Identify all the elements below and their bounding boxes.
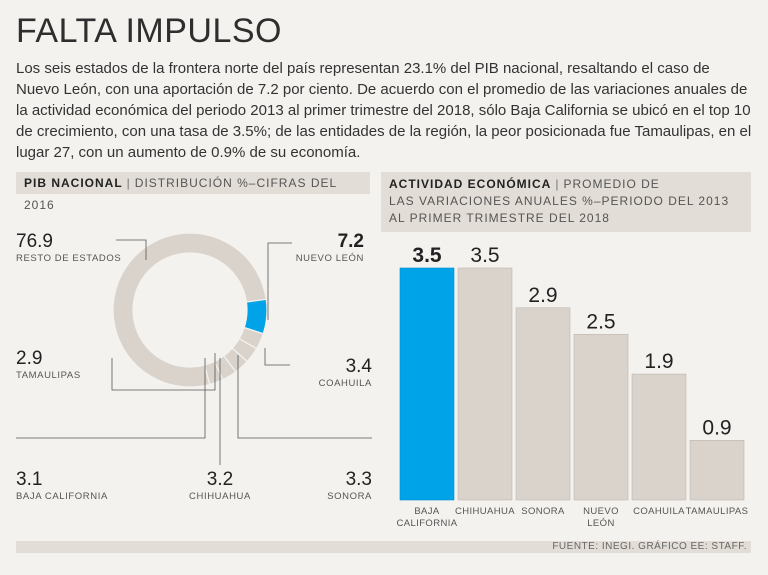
value-label-sonora: 3.3 <box>346 469 372 490</box>
bar-chihuahua <box>457 267 513 501</box>
actividad-panel-sub2: LAS VARIACIONES ANUALES %–PERIODO DEL 20… <box>389 194 730 208</box>
bar-value-baja-california: 3.5 <box>412 244 442 267</box>
slice-label-coahuila: COAHUILA <box>319 378 372 389</box>
bar-tamaulipas <box>689 440 745 501</box>
bar-sonora <box>515 307 571 501</box>
actividad-panel-header: ACTIVIDAD ECONÓMICA | PROMEDIO DE LAS VARI… <box>381 172 751 232</box>
value-label-tamaulipas: 2.9 <box>16 348 42 369</box>
slice-label-nuevo-leon: NUEVO LEÓN <box>296 253 364 264</box>
slice-label-tamaulipas: TAMAULIPAS <box>16 370 81 381</box>
bar-category-nuevo-leon-line2: LEÓN <box>587 518 614 529</box>
intro-paragraph: Los seis estados de la frontera norte de… <box>16 60 752 161</box>
page-title: FALTA IMPULSO <box>16 12 282 50</box>
actividad-panel-label: ACTIVIDAD ECONÓMICA <box>389 177 552 191</box>
bar-value-sonora: 2.9 <box>528 284 557 307</box>
bar-nuevo-leon <box>573 333 629 501</box>
slice-tamaulipas <box>203 360 224 386</box>
value-label-resto-de-estados: 76.9 <box>16 231 53 252</box>
pib-panel-header: PIB NACIONAL | DISTRIBUCIÓN %–CIFRAS DEL 2… <box>16 172 370 212</box>
actividad-panel-sub3: AL PRIMER TRIMESTRE DEL 2018 <box>389 211 610 225</box>
source-footer: FUENTE: INEGI. GRÁFICO EE: STAFF. <box>16 541 751 553</box>
pib-panel-sub: DISTRIBUCIÓN %–CIFRAS DEL 2016 <box>24 176 337 212</box>
bar-category-nuevo-leon: NUEVO <box>583 506 619 517</box>
slice-label-baja-california: BAJA CALIFORNIA <box>16 491 108 502</box>
bar-value-nuevo-leon: 2.5 <box>586 310 615 333</box>
bar-category-tamaulipas: TAMAULIPAS <box>686 506 749 517</box>
bar-category-baja-california: BAJA <box>414 506 440 517</box>
leader-sonora <box>237 355 372 439</box>
bar-category-baja-california-line2: CALIFORNIA <box>396 518 457 529</box>
leader-tamaulipas <box>111 353 216 391</box>
leader-baja-california <box>16 358 206 439</box>
value-label-nuevo-leon: 7.2 <box>338 231 364 252</box>
value-label-coahuila: 3.4 <box>346 356 373 377</box>
actividad-panel-sub1: PROMEDIO DE <box>563 177 660 191</box>
slice-resto-de-estados <box>112 232 267 388</box>
bar-category-chihuahua: CHIHUAHUA <box>455 506 515 517</box>
leader-coahuila <box>264 348 290 366</box>
leader-resto-de-estados <box>116 239 147 260</box>
bar-value-chihuahua: 3.5 <box>470 244 499 267</box>
value-label-chihuahua: 3.2 <box>207 469 233 490</box>
slice-label-resto-de-estados: RESTO DE ESTADOS <box>16 253 121 264</box>
slice-label-sonora: SONORA <box>327 491 372 502</box>
pib-panel-label: PIB NACIONAL <box>24 176 123 190</box>
leader-nuevo-leon <box>267 242 292 320</box>
value-label-baja-california: 3.1 <box>16 469 42 490</box>
slice-label-chihuahua: CHIHUAHUA <box>189 491 251 502</box>
bar-value-tamaulipas: 0.9 <box>702 416 731 439</box>
bar-baja-california <box>399 267 455 501</box>
bar-category-coahuila: COAHUILA <box>633 506 685 517</box>
bar-category-sonora: SONORA <box>521 506 565 517</box>
bar-coahuila <box>631 373 687 501</box>
bar-value-coahuila: 1.9 <box>644 350 673 373</box>
